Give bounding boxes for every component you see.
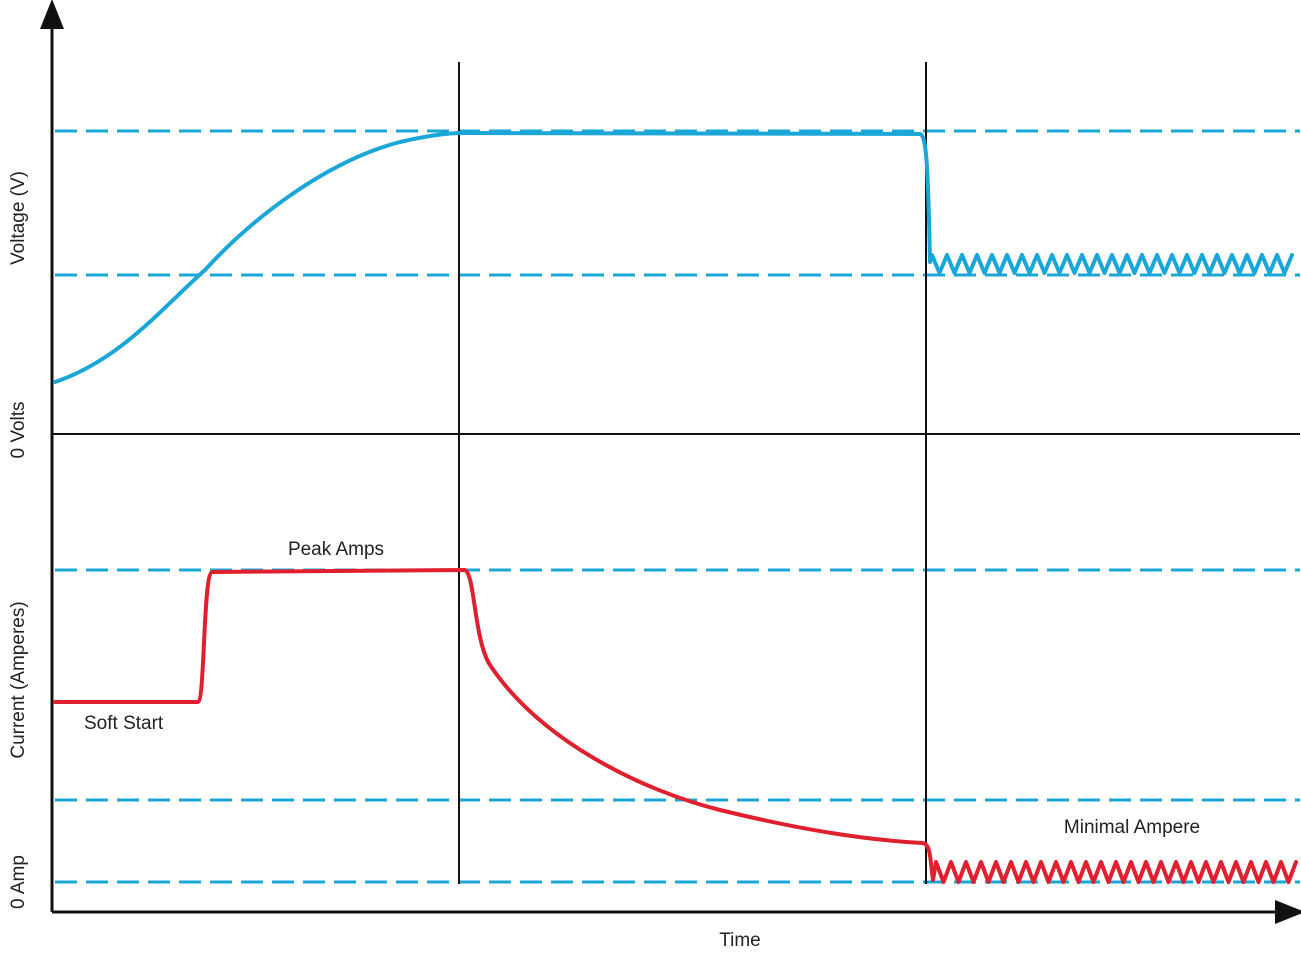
x-axis-label: Time: [719, 930, 761, 951]
minimal-ampere-annotation: Minimal Ampere: [1064, 817, 1200, 838]
peak-amps-annotation: Peak Amps: [288, 539, 384, 560]
zero-amp-label: 0 Amp: [8, 855, 29, 909]
zero-volts-label: 0 Volts: [8, 401, 29, 458]
y-axis-label-voltage: Voltage (V): [8, 171, 29, 265]
current-series-line: [53, 568, 1298, 884]
axes: [40, 0, 1301, 924]
y-axis-label-current: Current (Amperes): [8, 601, 29, 758]
reference-lines: [55, 129, 1300, 884]
soft-start-annotation: Soft Start: [84, 713, 164, 734]
voltage-series-line: [53, 131, 1294, 384]
series: [53, 131, 1298, 884]
